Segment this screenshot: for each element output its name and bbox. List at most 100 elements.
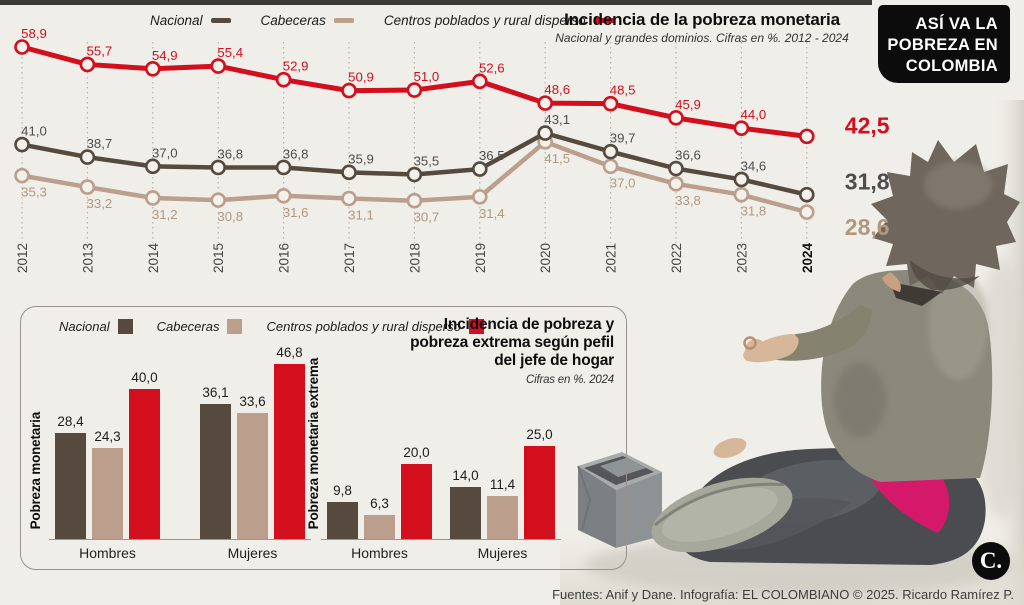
- bar: 11,4: [487, 477, 518, 539]
- resting-hand: [713, 437, 747, 459]
- data-point: [798, 204, 815, 220]
- bars-row: 9,8 6,3 20,0 14,0 11,4 25,0: [321, 342, 561, 540]
- legend-swatch-icon: [210, 18, 231, 23]
- data-label: 30,8: [217, 209, 243, 224]
- series-line: [21, 130, 808, 197]
- data-label: 52,9: [283, 59, 309, 74]
- data-point: [79, 149, 96, 165]
- bar-panel-title-line: pobreza extrema según pefil: [410, 333, 614, 351]
- bar: 14,0: [450, 468, 481, 539]
- legend-swatch-icon: [333, 18, 354, 23]
- shoe: [651, 477, 793, 553]
- data-label: 37,0: [610, 175, 636, 190]
- data-point: [798, 128, 815, 145]
- data-label: 58,9: [21, 26, 47, 41]
- data-label: 38,7: [87, 136, 113, 151]
- bar-value-label: 11,4: [489, 477, 516, 493]
- year-label: 2014: [146, 242, 161, 273]
- child-figure: [651, 140, 1020, 565]
- data-label: 33,2: [87, 196, 113, 211]
- badge-line: ASÍ VA LA: [915, 15, 998, 33]
- bar: 33,6: [237, 394, 268, 539]
- data-label: 31,8: [741, 204, 767, 219]
- data-label: 39,7: [610, 131, 636, 146]
- data-label: 34,6: [741, 158, 767, 173]
- sweater-highlight: [928, 270, 988, 380]
- wall-corner-shade: [992, 100, 1024, 605]
- top-border-strip: [0, 0, 872, 5]
- legend-label: Centros poblados y rural disperso: [266, 319, 461, 334]
- data-label: 41,5: [544, 151, 570, 166]
- bar-chart-legend: Nacional Cabeceras Centros poblados y rura…: [59, 319, 484, 334]
- year-label: 2020: [538, 243, 553, 273]
- data-label: 35,3: [21, 185, 47, 200]
- data-label: 31,8: [845, 169, 890, 195]
- data-point: [537, 95, 554, 111]
- bar-value-label: 6,3: [370, 496, 389, 512]
- hair-shadow: [910, 260, 980, 291]
- legend-item: Centros poblados y rural disperso: [384, 13, 614, 28]
- year-label: 2015: [211, 243, 226, 273]
- data-label: 30,7: [414, 210, 440, 225]
- bar: 6,3: [364, 496, 395, 539]
- data-point: [210, 192, 226, 208]
- data-point: [79, 179, 96, 195]
- bar: 36,1: [200, 385, 231, 539]
- legend-item: Cabeceras: [261, 13, 354, 28]
- data-point: [733, 171, 750, 188]
- data-point: [14, 167, 30, 184]
- legend-label: Nacional: [59, 319, 110, 334]
- data-point: [14, 136, 30, 153]
- data-label: 44,0: [741, 107, 767, 122]
- data-label: 55,4: [217, 45, 243, 60]
- bar-value-label: 20,0: [403, 445, 430, 461]
- forearm-skin: [743, 334, 799, 363]
- data-point: [537, 134, 554, 150]
- legend-item: Nacional: [150, 13, 231, 28]
- bar-panel-title-line: del jefe de hogar: [494, 351, 614, 369]
- data-label: 55,7: [87, 43, 113, 58]
- data-point: [341, 82, 357, 99]
- data-point: [275, 71, 292, 88]
- data-label: 35,5: [414, 154, 440, 169]
- data-label: 37,0: [152, 145, 178, 160]
- bar: 9,8: [327, 483, 358, 539]
- data-point: [733, 186, 750, 203]
- year-label: 2013: [80, 243, 95, 273]
- bar-value-label: 40,0: [131, 370, 158, 386]
- data-point: [79, 56, 96, 73]
- data-label: 31,1: [348, 208, 374, 223]
- legend-label: Cabeceras: [260, 13, 326, 28]
- data-label: 42,5: [845, 112, 890, 138]
- data-point: [733, 120, 750, 137]
- year-label: 2018: [407, 243, 422, 273]
- data-label: 31,4: [479, 206, 505, 221]
- year-label: 2012: [15, 243, 30, 273]
- data-point: [798, 186, 815, 203]
- badge-line: COLOMBIA: [905, 57, 998, 76]
- data-point: [145, 190, 161, 206]
- legend-label: Cabeceras: [156, 319, 220, 334]
- footer-credits: Fuentes: Anif y Dane. Infografía: EL COL…: [552, 587, 1014, 602]
- data-point: [471, 161, 488, 177]
- legend-swatch-icon: [117, 319, 133, 334]
- bar: 46,8: [274, 345, 305, 539]
- data-point: [668, 110, 684, 126]
- bar: 20,0: [401, 445, 432, 539]
- data-point: [341, 164, 357, 181]
- bar-chart-extrema: 9,8 6,3 20,0 14,0 11,4 25,0 Hombres Mujeres: [321, 342, 561, 561]
- series-line: [21, 139, 808, 215]
- category-label: Hombres: [79, 545, 136, 561]
- face-sliver: [882, 272, 901, 292]
- data-label: 43,1: [544, 112, 570, 127]
- data-point: [406, 82, 423, 98]
- bar-panel-subtitle: Cifras en %. 2024: [525, 373, 614, 386]
- sleeve-arm: [765, 305, 872, 361]
- category-label: Mujeres: [477, 545, 528, 561]
- data-label: 35,9: [348, 151, 374, 166]
- data-label: 28,6: [845, 214, 890, 240]
- legend-label: Centros poblados y rural disperso: [383, 13, 586, 28]
- y-axis-label-extrema: Pobreza monetaria extrema: [306, 357, 321, 529]
- year-label: 2021: [604, 243, 619, 273]
